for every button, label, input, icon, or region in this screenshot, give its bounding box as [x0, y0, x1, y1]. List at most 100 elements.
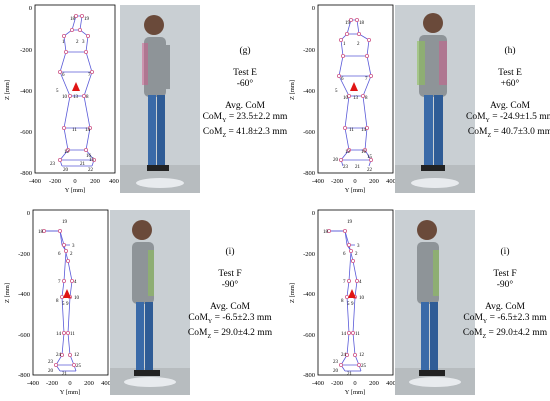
joint-label: 6: [343, 252, 346, 257]
joint-label: 8: [56, 299, 59, 304]
joint-label: 2: [76, 40, 79, 45]
joint-label: 8: [341, 299, 344, 304]
x-tick-label: 0: [353, 380, 356, 387]
y-tick-label: -600: [18, 332, 30, 339]
person-photo-h: [395, 5, 475, 193]
joint-label: 25: [76, 364, 82, 369]
joint-label: 10: [343, 96, 349, 101]
joint-label: 3: [82, 40, 85, 45]
joint-label: 18: [70, 17, 76, 22]
joint-label: 19: [84, 17, 90, 22]
caption-g: (g) Test E -60° Avg. CoM CoMY = 23.5±2.2…: [190, 46, 300, 143]
x-tick-label: -200: [331, 178, 343, 185]
y-tick-label: 0: [29, 5, 32, 12]
joint-label: 12: [359, 353, 365, 358]
com-y-line: CoMY = -24.9±1.5 mm: [465, 112, 550, 124]
joint-label: 24: [56, 353, 62, 358]
joint-label: 3: [72, 244, 75, 249]
test-name: Test E: [233, 67, 257, 78]
panel-label: (i): [500, 247, 510, 257]
y-tick-label: 0: [312, 5, 315, 12]
avg-com-title: Avg. CoM: [225, 100, 265, 111]
test-angle: -60°: [236, 79, 254, 89]
panel-i-left: 19 18 3 6 2 7 4 10 8 5 9 14 11 24 12 23 …: [0, 205, 275, 401]
avg-com-title: Avg. CoM: [490, 100, 530, 111]
joint-label: 10: [62, 95, 68, 100]
x-axis-label: Y [mm]: [65, 187, 86, 194]
joint-label: 12: [64, 150, 70, 155]
joint-label: 14: [56, 332, 62, 337]
com-z-line: CoMZ = 29.0±4.2 mm: [187, 328, 273, 341]
joint-label: 21: [80, 162, 86, 167]
skeleton: [59, 15, 95, 167]
joint-label: 9: [66, 302, 69, 307]
y-tick-label: -400: [303, 88, 315, 95]
joint-label: 7: [343, 280, 346, 285]
person-photo-i-right: [395, 210, 475, 395]
com-marker: [63, 289, 71, 298]
x-tick-label: -400: [312, 178, 324, 185]
joint-label: 4: [74, 280, 77, 285]
joint-label: 20: [63, 168, 69, 173]
joint-label: 1: [343, 42, 346, 47]
joint-label: 18: [359, 21, 365, 26]
joint-label: 11: [70, 332, 75, 337]
x-tick-label: 400: [101, 380, 110, 387]
joint-label: 10: [74, 296, 80, 301]
joint-label: 21: [62, 372, 68, 377]
skeleton-plot-h: 19 18 2 1 7 6 5 10 13 8 11 14 12 16 15 2…: [289, 4, 395, 194]
y-axis-label: Z [mm]: [4, 80, 11, 100]
joint-label: 19: [345, 21, 351, 26]
joint-label: 12: [345, 150, 351, 155]
joint-label: 8: [86, 95, 89, 100]
x-tick-label: 400: [386, 380, 395, 387]
joint-label: 6: [341, 77, 344, 82]
panel-label: (h): [504, 46, 516, 56]
joint-markers: [327, 228, 362, 367]
x-tick-label: -200: [49, 178, 61, 185]
test-angle: -90°: [496, 280, 514, 290]
joint-label: 3: [357, 244, 360, 249]
joint-label: 2: [355, 252, 358, 257]
joint-label: 15: [89, 158, 95, 163]
person-photo-g: [120, 5, 200, 193]
joint-label: 23: [50, 162, 56, 167]
joint-label: 1: [62, 40, 65, 45]
y-tick-label: -400: [20, 88, 32, 95]
joint-label: 21: [355, 165, 361, 170]
com-y-line: CoMY = 23.5±2.2 mm: [202, 112, 288, 124]
joint-label: 24: [341, 353, 347, 358]
test-name: Test F: [493, 268, 517, 279]
y-tick-label: -800: [303, 372, 315, 379]
joint-label: 7: [365, 77, 368, 82]
joint-label: 19: [347, 220, 353, 225]
joint-label: 11: [355, 332, 360, 337]
skeleton-plot-i-left: 19 18 3 6 2 7 4 10 8 5 9 14 11 24 12 23 …: [4, 209, 110, 396]
panel-label: (i): [225, 247, 235, 257]
x-tick-label: 0: [353, 178, 356, 185]
person-photo-i-left: [110, 210, 190, 395]
joint-label: 6: [58, 252, 61, 257]
y-axis-label: Z [mm]: [289, 283, 296, 303]
test-angle: -90°: [221, 280, 239, 290]
y-tick-label: -200: [20, 47, 32, 54]
x-axis-label: Y [mm]: [60, 389, 81, 396]
joint-label: 15: [367, 155, 373, 160]
y-tick-label: -200: [18, 251, 30, 258]
y-tick-label: -400: [303, 291, 315, 298]
joint-markers: [337, 17, 374, 162]
joint-label: 16: [361, 150, 367, 155]
x-tick-label: 400: [386, 178, 395, 185]
joint-label: 5: [347, 302, 350, 307]
joint-label: 2: [357, 42, 360, 47]
y-tick-label: -200: [303, 47, 315, 54]
joint-label: 22: [88, 168, 94, 173]
panel-g: 18 19 2 3 1 6 7 5 10 13 8 11 14 12 16 15…: [0, 0, 287, 200]
x-tick-label: 200: [84, 380, 94, 387]
test-angle: +60°: [500, 79, 520, 89]
x-tick-label: 0: [73, 178, 76, 185]
test-name: Test E: [498, 67, 522, 78]
caption-i-right: (i) Test F -90° Avg. CoM CoMY = -6.5±2.3…: [450, 247, 550, 344]
skeleton-plot-i-right: 19 18 3 6 2 7 4 10 8 5 9 14 11 24 12 23 …: [289, 209, 395, 396]
caption-h: (h) Test E +60° Avg. CoM CoMY = -24.9±1.…: [455, 46, 550, 143]
